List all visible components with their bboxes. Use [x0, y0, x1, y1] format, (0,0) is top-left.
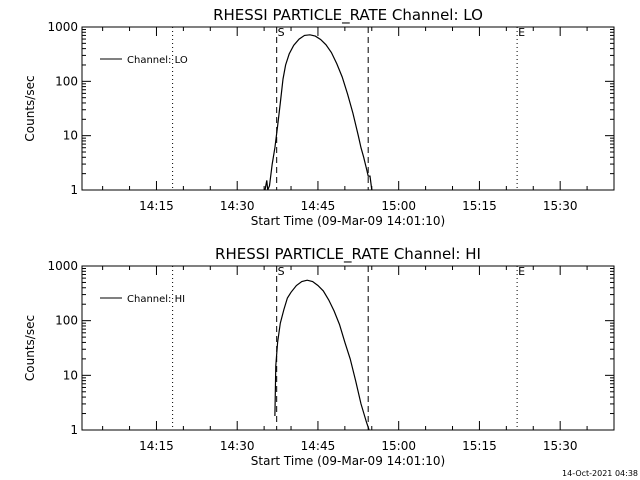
y-tick-label: 1000 [47, 20, 78, 34]
x-tick-label: 15:30 [543, 439, 578, 453]
y-tick-label: 100 [55, 74, 78, 88]
y-axis-label: Counts/sec [23, 315, 37, 381]
event-marker-label: S [278, 26, 285, 39]
x-tick-label: 14:15 [139, 439, 174, 453]
x-tick-label: 14:45 [301, 199, 336, 213]
x-tick-label: 15:30 [543, 199, 578, 213]
event-marker-label: S [278, 265, 285, 278]
y-tick-label: 1 [70, 423, 78, 437]
x-axis-label: Start Time (09-Mar-09 14:01:10) [251, 454, 445, 468]
series-line [274, 279, 370, 431]
x-tick-label: 14:45 [301, 439, 336, 453]
chart-panel-lo: RHESSI PARTICLE_RATE Channel: LO Start Ti… [23, 6, 615, 228]
timestamp-footer: 14-Oct-2021 04:38 [562, 469, 638, 478]
chart-panel-hi: RHESSI PARTICLE_RATE Channel: HI Start Ti… [23, 245, 615, 468]
plot-frame [81, 265, 615, 431]
chart-title: RHESSI PARTICLE_RATE Channel: LO [213, 6, 483, 25]
y-tick-label: 10 [63, 129, 78, 143]
y-axis-label: Counts/sec [23, 75, 37, 141]
plot-frame [81, 26, 615, 191]
x-tick-label: 15:15 [462, 439, 497, 453]
y-tick-label: 10 [63, 368, 78, 382]
series-line [264, 34, 373, 191]
event-marker-label: E [518, 265, 525, 278]
event-marker-label: E [518, 26, 525, 39]
y-tick-label: 100 [55, 314, 78, 328]
x-tick-label: 15:15 [462, 199, 497, 213]
x-tick-label: 14:30 [220, 439, 255, 453]
chart-title: RHESSI PARTICLE_RATE Channel: HI [215, 245, 481, 264]
y-tick-label: 1 [70, 183, 78, 197]
x-tick-label: 14:30 [220, 199, 255, 213]
x-axis-label: Start Time (09-Mar-09 14:01:10) [251, 214, 445, 228]
legend-entry: Channel: HI [127, 294, 185, 305]
x-tick-label: 15:00 [381, 439, 416, 453]
x-tick-label: 15:00 [381, 199, 416, 213]
y-tick-label: 1000 [47, 259, 78, 273]
x-tick-label: 14:15 [139, 199, 174, 213]
legend-entry: Channel: LO [127, 55, 188, 66]
